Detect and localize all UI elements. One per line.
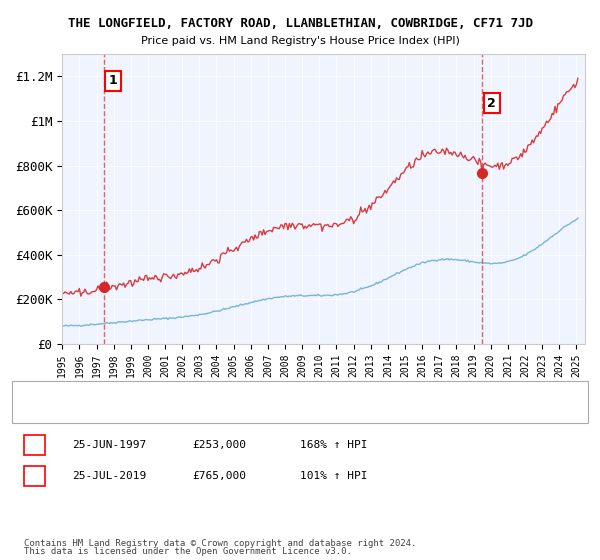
Text: 25-JUL-2019: 25-JUL-2019: [72, 471, 146, 481]
Text: £253,000: £253,000: [192, 440, 246, 450]
Text: This data is licensed under the Open Government Licence v3.0.: This data is licensed under the Open Gov…: [24, 547, 352, 556]
Text: HPI: Average price, detached house, Vale of Glamorgan: HPI: Average price, detached house, Vale…: [60, 407, 371, 417]
Text: £765,000: £765,000: [192, 471, 246, 481]
Text: THE LONGFIELD, FACTORY ROAD, LLANBLETHIAN, COWBRIDGE, CF71 7JD: THE LONGFIELD, FACTORY ROAD, LLANBLETHIA…: [67, 17, 533, 30]
Text: 2: 2: [31, 469, 38, 483]
Text: Contains HM Land Registry data © Crown copyright and database right 2024.: Contains HM Land Registry data © Crown c…: [24, 539, 416, 548]
Text: 1: 1: [31, 438, 38, 452]
Text: 101% ↑ HPI: 101% ↑ HPI: [300, 471, 367, 481]
Text: 168% ↑ HPI: 168% ↑ HPI: [300, 440, 367, 450]
Text: 1: 1: [109, 74, 118, 87]
Text: 25-JUN-1997: 25-JUN-1997: [72, 440, 146, 450]
Text: Price paid vs. HM Land Registry's House Price Index (HPI): Price paid vs. HM Land Registry's House …: [140, 36, 460, 46]
Text: THE LONGFIELD, FACTORY ROAD, LLANBLETHIAN, COWBRIDGE, CF71 7JD (detached hou: THE LONGFIELD, FACTORY ROAD, LLANBLETHIA…: [60, 389, 506, 398]
Text: 2: 2: [487, 97, 496, 110]
